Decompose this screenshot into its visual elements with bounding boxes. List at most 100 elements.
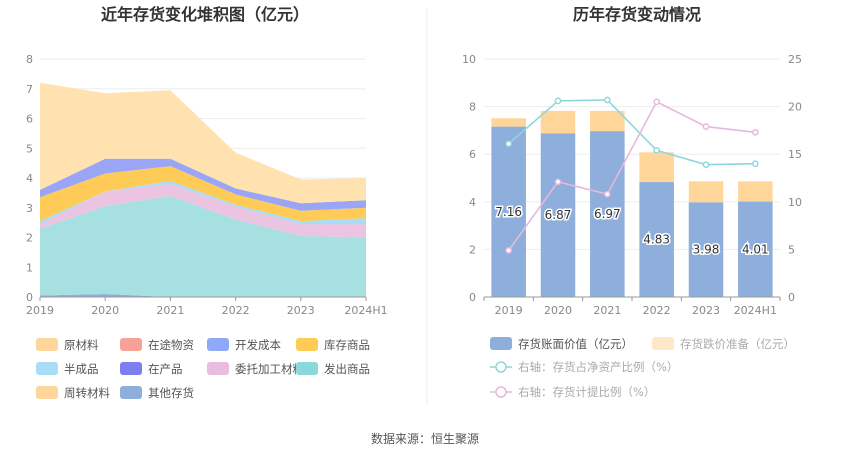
right-y2-tick-label: 0 [788, 291, 795, 304]
right-chart-grid [484, 58, 780, 250]
line-point [554, 178, 562, 186]
right-y-tick-label: 0 [469, 291, 476, 304]
line-point [505, 140, 513, 148]
bar-book-value [540, 133, 576, 297]
bar-data-label: 6.97 [594, 207, 621, 221]
right-y2-tick-label: 20 [788, 101, 802, 114]
line-point [603, 96, 611, 104]
right-y2-tick-label: 15 [788, 148, 802, 161]
left-y-tick-label: 2 [26, 232, 33, 245]
right-chart-bars: 7.16 6.87 6.97 4.83 3.98 4.01 [491, 110, 773, 297]
left-y-tick-label: 6 [26, 113, 33, 126]
legend-label: 在途物资 [148, 338, 194, 352]
right-chart-legend: 存货账面价值（亿元） 存货跌价准备（亿元）右轴：存货占净资产比例（%） 右轴：存货计… [490, 337, 795, 399]
bar-data-label: 6.87 [545, 208, 572, 222]
right-chart-lines [505, 96, 759, 254]
left-x-tick-label: 2022 [222, 304, 250, 317]
right-y2-tick-label: 10 [788, 196, 802, 209]
legend-marker [495, 386, 507, 398]
bar-data-label: 4.01 [742, 242, 769, 256]
left-x-tick-label: 2024H1 [344, 304, 387, 317]
legend-swatch [207, 338, 229, 351]
left-y-tick-label: 7 [26, 83, 33, 96]
bar-impairment [540, 110, 576, 134]
left-y-tick-label: 5 [26, 142, 33, 155]
legend-swatch [296, 338, 318, 351]
legend-label: 在产品 [148, 362, 183, 376]
bar-data-label: 3.98 [693, 243, 720, 257]
right-x-tick-label: 2023 [692, 304, 720, 317]
legend-swatch [36, 338, 58, 351]
bar-data-label: 4.83 [643, 233, 670, 247]
left-chart-axes: 0 1 2 3 4 5 6 7 8 2019 2020 2021 2022 2023 2024H1 [26, 53, 388, 317]
line-point [702, 123, 710, 130]
legend-swatch [36, 362, 58, 375]
bar-book-value [491, 126, 526, 297]
legend-label: 周转材料 [64, 386, 110, 400]
right-y2-tick-label: 5 [788, 243, 795, 256]
legend-label: 库存商品 [324, 338, 370, 352]
line-point [702, 161, 710, 169]
left-x-tick-label: 2019 [26, 304, 54, 317]
legend-swatch [296, 362, 318, 375]
legend-marker [495, 361, 507, 373]
bar-book-value [738, 201, 773, 297]
right-y-tick-label: 2 [469, 243, 476, 256]
area-series-9 [40, 82, 366, 204]
legend-label: 开发成本 [235, 338, 281, 352]
left-y-tick-label: 3 [26, 202, 33, 215]
legend-label: 原材料 [64, 338, 99, 352]
left-x-tick-label: 2020 [91, 304, 119, 317]
left-y-tick-label: 1 [26, 261, 33, 274]
bar-impairment [738, 181, 773, 202]
legend-label: 存货账面价值（亿元） [518, 337, 633, 351]
area-series-2 [40, 195, 366, 297]
area-series-5 [40, 181, 366, 225]
line-point [603, 190, 611, 198]
legend-label: 右轴：存货占净资产比例（%） [518, 360, 678, 374]
line-point [751, 128, 759, 136]
legend-swatch [120, 338, 142, 351]
left-x-tick-label: 2023 [287, 304, 315, 317]
right-x-tick-label: 2024H1 [734, 304, 777, 317]
line-point [505, 247, 513, 254]
legend-swatch [652, 337, 674, 350]
legend-swatch [490, 337, 512, 350]
right-x-tick-label: 2022 [643, 304, 671, 317]
right-x-tick-label: 2020 [544, 304, 572, 317]
left-y-tick-label: 0 [26, 291, 33, 304]
bar-impairment [590, 110, 625, 132]
bar-impairment [688, 181, 724, 203]
bar-book-value [688, 202, 724, 297]
area-series-7 [40, 158, 366, 211]
legend-swatch [120, 386, 142, 399]
right-chart-axes: 0 2 4 6 8 10 0 5 10 15 20 25 2019 2020 2021 2022 2023 202… [462, 53, 802, 317]
line-point [751, 160, 759, 168]
legend-swatch [207, 362, 229, 375]
line-series-1 [508, 100, 756, 251]
right-y-tick-label: 6 [469, 148, 476, 161]
bar-book-value [590, 131, 625, 297]
bar-impairment [639, 152, 674, 183]
line-point [554, 97, 562, 105]
right-y-tick-label: 4 [469, 196, 476, 209]
right-x-tick-label: 2019 [495, 304, 523, 317]
left-chart-areas [40, 82, 366, 297]
legend-label: 半成品 [64, 362, 99, 376]
right-chart-title: 历年存货变动情况 [573, 5, 701, 24]
right-x-tick-label: 2021 [593, 304, 621, 317]
area-series-0 [40, 294, 366, 297]
legend-swatch [36, 386, 58, 399]
legend-label: 右轴：存货计提比例（%） [518, 385, 655, 399]
data-source-label: 数据来源：恒生聚源 [371, 431, 479, 446]
left-x-tick-label: 2021 [156, 304, 184, 317]
legend-label: 其他存货 [148, 386, 194, 400]
legend-label: 委托加工材料 [235, 362, 304, 376]
legend-label: 存货跌价准备（亿元） [680, 337, 795, 351]
left-y-tick-label: 4 [26, 172, 33, 185]
right-y-tick-label: 8 [469, 101, 476, 114]
legend-label: 发出商品 [324, 362, 370, 376]
bar-impairment [491, 118, 526, 127]
